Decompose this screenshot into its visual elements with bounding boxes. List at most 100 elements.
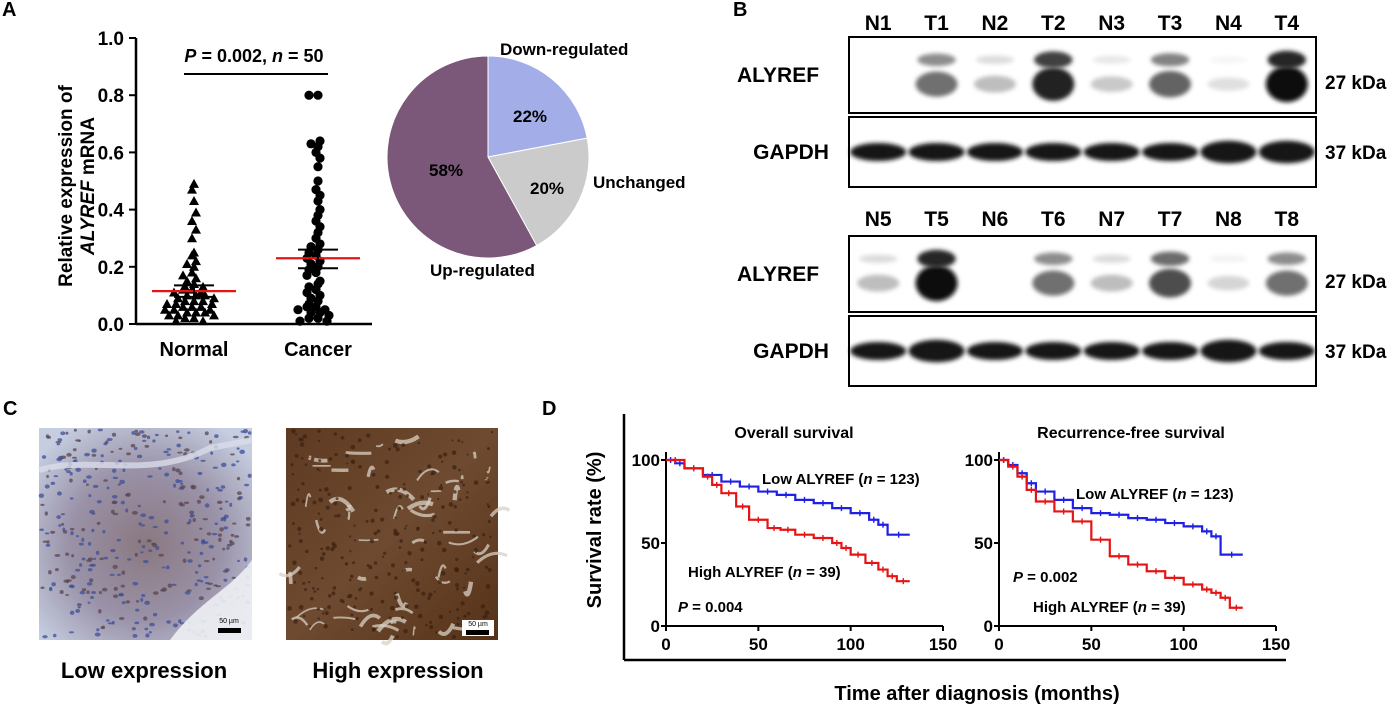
dab-nucleus [455,587,460,591]
nucleus-dot [48,570,52,575]
alyref-upper-band [1267,252,1307,266]
nucleus-dot [65,431,69,435]
nucleus-dot [130,443,136,448]
nucleus-dot [134,552,138,557]
normal-point [196,301,206,311]
dab-nucleus [438,614,444,619]
alyref-upper-band [917,249,956,268]
nucleus-dot [66,452,72,457]
x-tick-label: 100 [836,635,864,654]
nucleus-dot [133,446,138,451]
nucleus-dot [152,591,159,595]
nucleus-dot [144,627,149,631]
dab-nucleus [371,472,376,477]
dab-nucleus [464,572,467,575]
low-alyref-curve [999,458,1243,556]
dab-nucleus [458,468,461,472]
dab-nucleus [420,495,425,500]
dab-nucleus [317,429,321,433]
lane-label-t8: T8 [1275,208,1300,231]
stroma-fiber [472,451,477,459]
nucleus-dot [113,586,118,591]
dab-nucleus [449,610,452,613]
nucleus-dot [166,448,172,451]
dab-nucleus [302,434,308,439]
alyref-upper-band [917,53,956,67]
dab-nucleus [322,612,325,615]
dab-nucleus [436,540,442,546]
stroma-fiber [376,616,407,633]
dab-nucleus [301,499,306,503]
nucleus-dot [45,543,51,547]
nucleus-dot [105,440,109,444]
a-stat-p-value: = 0.002, [201,46,267,66]
dab-nucleus [390,605,395,611]
nucleus-dot [76,603,82,607]
nucleus-dot [152,439,156,443]
nucleus-dot [148,515,155,520]
dab-nucleus [466,453,469,456]
dab-nucleus [331,591,336,596]
nucleus-dot [118,616,125,620]
lane-label-t5: T5 [924,208,949,231]
cancer-point [313,313,323,323]
nucleus-dot [109,573,115,576]
dab-nucleus [351,460,354,463]
dab-nucleus [404,561,408,565]
dab-nucleus [473,480,479,485]
dab-nucleus [317,617,320,620]
nucleus-dot [219,527,224,532]
nucleus-dot [247,473,252,478]
nucleus-dot [96,628,100,632]
nucleus-dot [94,632,101,637]
stroma-fiber [445,479,460,484]
nucleus-dot [192,517,196,523]
nucleus-dot [216,500,223,505]
nucleus-dot [203,576,209,579]
dab-nucleus [415,581,420,586]
nucleus-dot [176,443,182,448]
nucleus-dot [204,581,210,585]
dab-nucleus [465,496,469,499]
nucleus-dot [236,496,242,501]
dab-nucleus [348,593,353,598]
dab-nucleus [487,447,490,450]
dab-nucleus [290,501,296,507]
nucleus-dot [214,434,219,438]
nucleus-dot [78,542,84,546]
nucleus-dot [240,430,246,433]
nucleus-dot [92,484,99,488]
dab-nucleus [405,494,409,498]
alyref-upper-band [1092,254,1131,263]
nucleus-dot [148,631,152,634]
a-y-label-gene: ALYREF [78,179,99,256]
nucleus-dot [90,595,94,600]
dab-nucleus [440,570,446,576]
dab-nucleus [290,463,294,467]
alyref-size-label: 27 kDa [1325,73,1387,94]
nucleus-dot [229,539,233,544]
nucleus-dot [87,601,91,604]
nucleus-dot [166,620,172,624]
stroma-fiber [484,477,490,482]
gapdh-band [1142,342,1199,360]
nucleus-dot [189,510,195,515]
a-y-tick-label: 1.0 [98,29,124,50]
dab-nucleus [325,612,328,616]
nucleus-dot [81,527,86,532]
nucleus-dot [231,463,236,467]
dab-nucleus [490,430,494,434]
nucleus-dot [229,453,235,456]
dab-nucleus [341,600,345,604]
y-tick-label: 50 [641,534,660,553]
panel-c: C 50 µm 50 µm Low expression High expres… [3,398,511,683]
nucleus-dot [40,586,45,590]
dab-nucleus [301,482,305,486]
dab-nucleus [471,556,475,559]
lane-label-n5: N5 [865,208,892,231]
cancer-point [315,153,325,163]
dab-nucleus [405,524,408,527]
nucleus-dot [134,621,140,625]
nucleus-dot [114,556,119,560]
nucleus-dot [245,516,251,521]
